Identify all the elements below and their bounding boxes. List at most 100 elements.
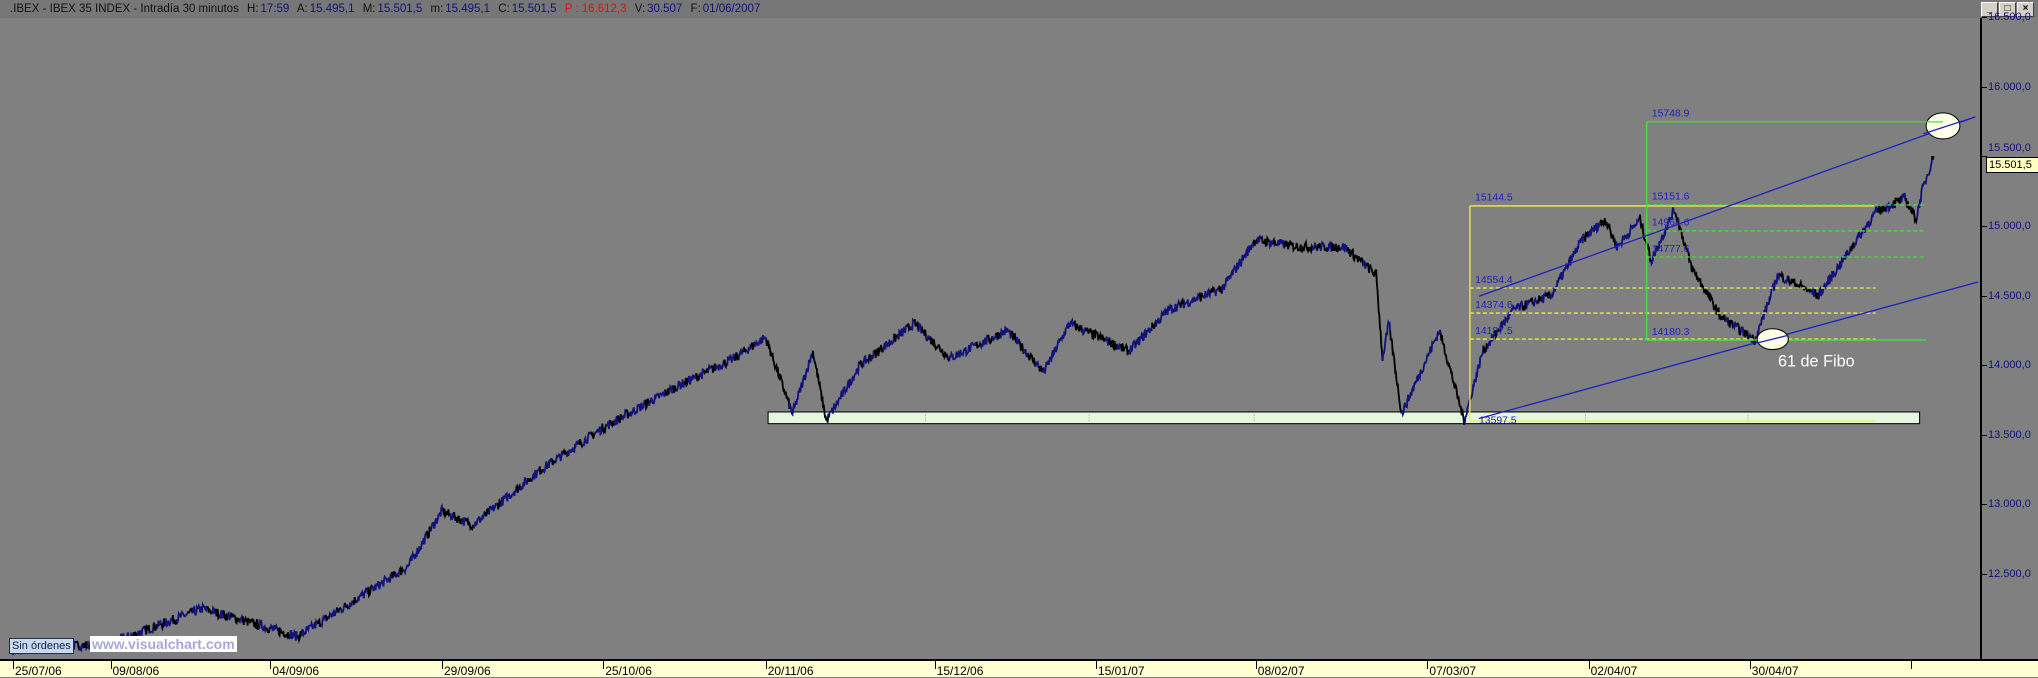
price-segment — [1704, 288, 1711, 300]
price-segment — [1787, 275, 1793, 287]
price-segment — [399, 565, 405, 576]
yellow-fib-label: 14374.6 — [1475, 300, 1513, 311]
price-segment — [324, 614, 331, 622]
price-segment — [390, 571, 397, 579]
price-segment — [991, 332, 998, 342]
price-segment — [1826, 273, 1832, 286]
price-segment — [1276, 239, 1282, 247]
price-segment — [664, 387, 670, 396]
price-segment — [1544, 291, 1551, 299]
price-segment — [1412, 375, 1419, 392]
price-segment — [1463, 405, 1469, 426]
price-segment — [1389, 330, 1395, 357]
price-chart[interactable]: 15144.5 14554.4 14374.6 14187.5 13597.5 15748… — [0, 18, 1982, 659]
visualchart-watermark: www.visualchart.com — [90, 636, 237, 652]
price-segment — [1572, 247, 1578, 258]
price-segment — [1552, 280, 1559, 293]
price-segment — [562, 447, 569, 457]
price-segment — [1370, 268, 1376, 277]
price-segment — [929, 335, 935, 348]
price-segment — [710, 363, 717, 373]
price-segment — [383, 574, 389, 583]
price-segment — [811, 350, 818, 369]
price-segment — [726, 354, 732, 367]
price-segment — [695, 372, 701, 382]
price-segment — [1190, 296, 1196, 304]
price-segment — [1806, 287, 1813, 294]
price-segment — [609, 419, 615, 428]
price-segment — [1783, 275, 1789, 285]
orders-button[interactable]: Sin órdenes — [9, 638, 74, 654]
price-segment — [1236, 258, 1243, 270]
price-segment — [1096, 330, 1103, 341]
price-segment — [1692, 268, 1699, 280]
price-segment — [1837, 256, 1844, 271]
price-segment — [780, 379, 787, 395]
price-segment — [753, 339, 760, 348]
price-segment — [1669, 207, 1675, 221]
date-tick — [765, 661, 767, 669]
date-axis[interactable]: 25/07/06 09/08/06 04/09/06 29/09/06 25/10/06… — [0, 659, 2038, 678]
price-segment — [309, 619, 315, 630]
price-segment — [913, 318, 919, 331]
price-segment — [1162, 306, 1169, 316]
price-segment — [1244, 245, 1251, 258]
price-segment — [300, 628, 306, 638]
price-segment — [1272, 236, 1278, 248]
price-segment — [558, 450, 565, 462]
minimize-button[interactable]: _ — [1981, 2, 1998, 17]
price-segment — [1708, 292, 1715, 306]
price-segment — [1892, 196, 1899, 209]
min-value: 15.495,1 — [445, 3, 491, 15]
price-segment — [1003, 325, 1009, 336]
h-value: 17:59 — [260, 3, 290, 15]
price-segment — [1548, 291, 1555, 301]
price-segment — [1018, 341, 1025, 354]
price-segment — [418, 540, 425, 553]
price-segment — [1186, 299, 1192, 308]
price-segment — [925, 335, 931, 342]
price-segment — [1743, 329, 1750, 340]
y-tick — [1982, 504, 1987, 506]
price-segment — [652, 393, 658, 405]
date-tick — [1588, 661, 1590, 669]
price-segment — [1151, 318, 1157, 330]
date-label: 08/02/07 — [1257, 664, 1305, 678]
price-segment — [1260, 235, 1267, 245]
price-segment — [1084, 327, 1091, 334]
price-segment — [1198, 291, 1204, 302]
price-segment — [570, 443, 576, 454]
price-segment — [492, 502, 497, 512]
price-segment — [261, 623, 268, 634]
price-segment — [1327, 240, 1333, 252]
price-axis[interactable]: 16.500,0 16.000,0 15.500,0 15.000,0 14.500,0… — [1980, 11, 2038, 659]
maximize-button[interactable]: □ — [1999, 2, 2016, 17]
price-segment — [730, 353, 736, 363]
price-segment — [1077, 325, 1083, 333]
price-segment — [1443, 352, 1450, 367]
price-segment — [1513, 303, 1520, 311]
price-segment — [1092, 328, 1099, 339]
price-segment — [472, 519, 479, 529]
price-segment — [207, 606, 213, 615]
price-segment — [1506, 311, 1512, 324]
price-segment — [800, 374, 806, 388]
price-segment — [1089, 327, 1095, 341]
price-segment — [886, 339, 892, 348]
price-segment — [1861, 225, 1867, 235]
price-segment — [1814, 289, 1820, 300]
price-segment — [1377, 311, 1384, 362]
price-segment — [1486, 338, 1493, 350]
price-segment — [253, 619, 260, 631]
price-segment — [379, 579, 385, 587]
price-segment — [831, 402, 837, 414]
price-segment — [1170, 303, 1177, 315]
price-segment — [1623, 233, 1629, 241]
price-segment — [621, 408, 627, 421]
close-button[interactable]: × — [2017, 2, 2034, 17]
price-segment — [1771, 279, 1777, 292]
price-segment — [1420, 361, 1426, 375]
price-segment — [1876, 206, 1883, 215]
price-segment — [1248, 241, 1255, 251]
price-segment — [82, 641, 88, 652]
